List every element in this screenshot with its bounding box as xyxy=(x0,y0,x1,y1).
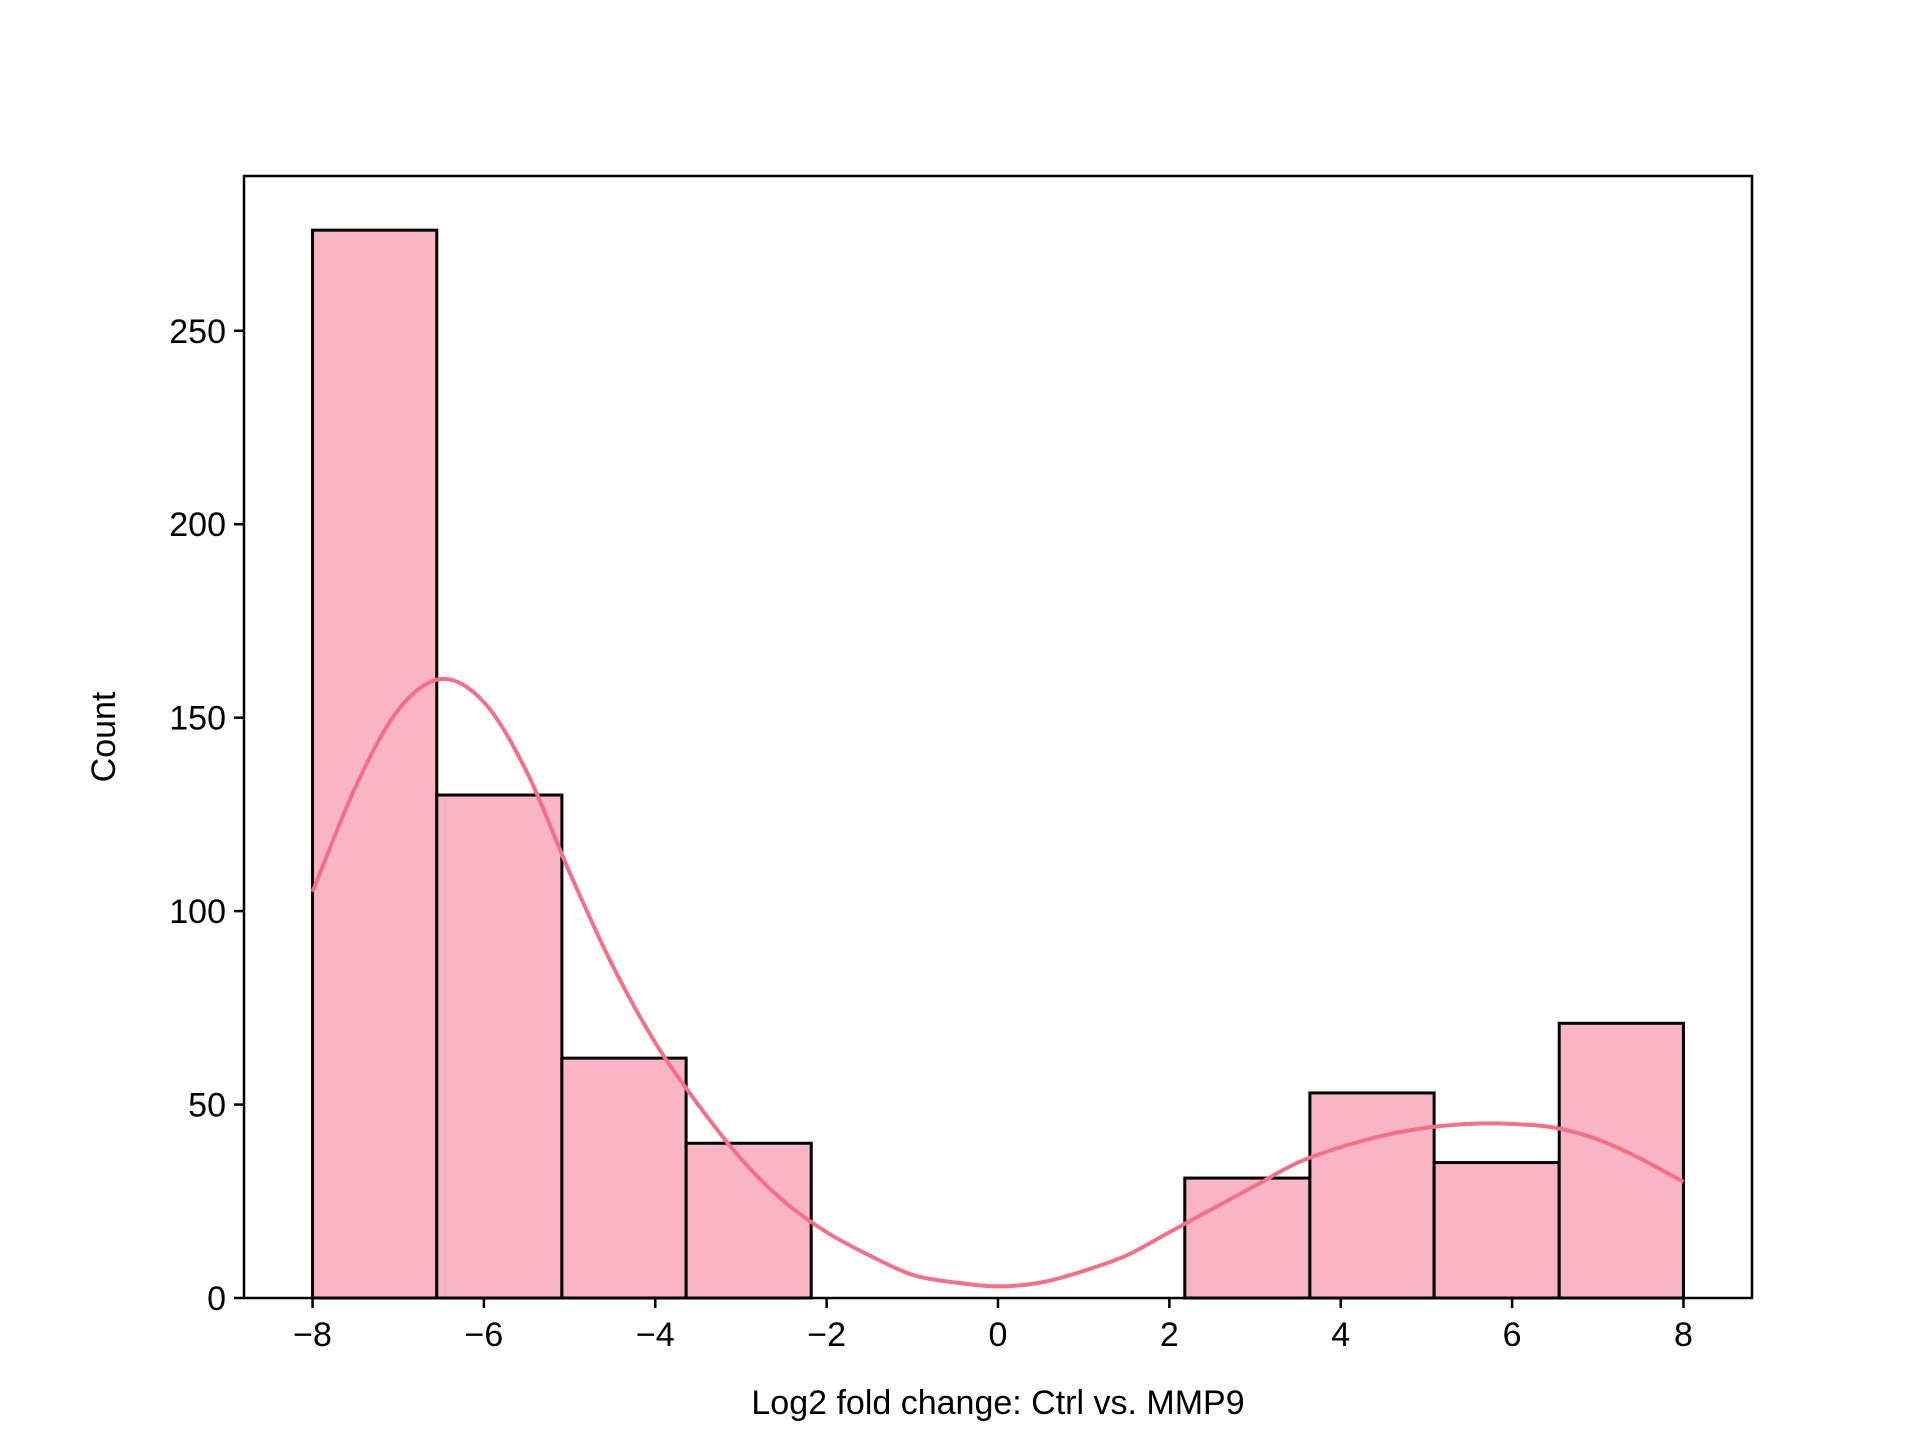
kde-group xyxy=(310,676,1685,1289)
bars-group xyxy=(311,228,1685,1300)
y-tick-label: 0 xyxy=(207,1280,226,1318)
x-tick-label: −4 xyxy=(636,1316,675,1354)
y-axis-ticks: 0 50 100 150 200 250 xyxy=(169,313,244,1318)
x-tick-label: 2 xyxy=(1160,1316,1179,1354)
histogram-bar-8 xyxy=(1308,1091,1436,1300)
x-tick-label: −6 xyxy=(465,1316,504,1354)
y-tick-label: 100 xyxy=(169,893,226,931)
x-tick-label: −8 xyxy=(293,1316,332,1354)
y-axis-label: Count xyxy=(85,691,123,782)
histogram-bar-2 xyxy=(560,1056,688,1300)
y-tick-label: 250 xyxy=(169,313,226,351)
histogram-bar-0 xyxy=(311,228,439,1300)
y-tick-label: 200 xyxy=(169,506,226,544)
kde-line xyxy=(310,676,1685,1289)
histogram-bar-7 xyxy=(1183,1176,1312,1300)
histogram-bar-10 xyxy=(1557,1021,1685,1300)
x-tick-label: −2 xyxy=(807,1316,846,1354)
x-axis-label: Log2 fold change: Ctrl vs. MMP9 xyxy=(751,1384,1244,1422)
x-axis-ticks: −8 −6 −4 −2 0 2 4 6 8 xyxy=(293,1298,1693,1354)
x-tick-label: 6 xyxy=(1503,1316,1522,1354)
histogram-bar-1 xyxy=(435,793,564,1300)
x-tick-label: 8 xyxy=(1674,1316,1693,1354)
x-tick-label: 0 xyxy=(989,1316,1008,1354)
histogram-bar-9 xyxy=(1432,1161,1561,1300)
y-tick-label: 150 xyxy=(169,700,226,738)
y-tick-label: 50 xyxy=(188,1087,226,1125)
x-tick-label: 4 xyxy=(1331,1316,1350,1354)
